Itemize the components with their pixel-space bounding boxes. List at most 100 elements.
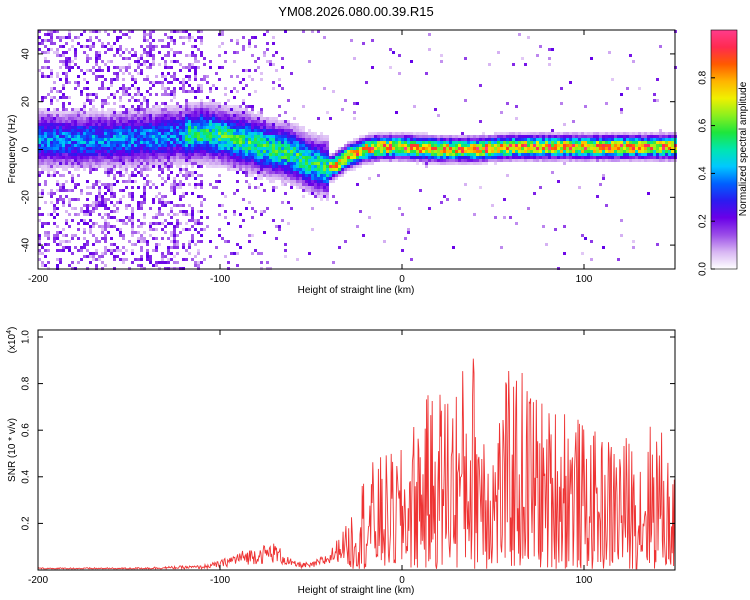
spectrogram-cell (62, 108, 65, 111)
spectrogram-cell (86, 69, 89, 72)
spectrogram-cell (329, 174, 332, 177)
spectrogram-cell (92, 42, 95, 45)
spectrogram-cell (611, 141, 614, 144)
spectrogram-cell (176, 153, 179, 156)
spectrogram-cell (317, 192, 320, 195)
spectrogram-cell (104, 132, 107, 135)
spectrogram-cell (56, 108, 59, 111)
spectrogram-cell (161, 183, 164, 186)
spectrogram-cell (119, 123, 122, 126)
spectrogram-cell (83, 165, 86, 168)
spectrogram-cell (251, 114, 254, 117)
spectrogram-cell (503, 150, 506, 153)
spectrogram-cell (392, 51, 395, 54)
spectrogram-cell (593, 132, 596, 135)
spectrogram-cell (101, 156, 104, 159)
spectrogram-cell (149, 225, 152, 228)
spectrogram-cell (101, 117, 104, 120)
spectrogram-cell (59, 96, 62, 99)
spectrogram-cell (170, 108, 173, 111)
spectrogram-cell (44, 243, 47, 246)
spectrogram-cell (233, 126, 236, 129)
spectrogram-cell (245, 111, 248, 114)
spectrogram-cell (236, 168, 239, 171)
spectrogram-cell (266, 177, 269, 180)
spectrogram-cell (47, 168, 50, 171)
spectrogram-cell (173, 189, 176, 192)
spectrogram-cell (263, 138, 266, 141)
spectrogram-cell (155, 105, 158, 108)
spectrogram-cell (119, 234, 122, 237)
spectrogram-cell (110, 168, 113, 171)
spectrogram-cell (596, 159, 599, 162)
spectrogram-cell (248, 153, 251, 156)
spectrogram-cell (71, 237, 74, 240)
spectrogram-cell (107, 213, 110, 216)
spectrogram-cell (314, 144, 317, 147)
spectrogram-cell (395, 141, 398, 144)
spectrogram-cell (671, 138, 674, 141)
spectrogram-cell (224, 105, 227, 108)
spectrogram-cell (155, 117, 158, 120)
spectrogram-cell (140, 135, 143, 138)
spectrogram-cell (164, 138, 167, 141)
spectrogram-cell (320, 192, 323, 195)
spectrogram-cell (167, 162, 170, 165)
spectrogram-cell (518, 135, 521, 138)
spectrogram-cell (428, 156, 431, 159)
spectrogram-cell (278, 174, 281, 177)
spectrogram-cell (107, 162, 110, 165)
spectrogram-cell (302, 129, 305, 132)
spectrogram-cell (149, 180, 152, 183)
spectrogram-cell (248, 138, 251, 141)
spectrogram-cell (614, 153, 617, 156)
spectrogram-cell (149, 42, 152, 45)
spectrogram-cell (371, 150, 374, 153)
spectrogram-cell (59, 150, 62, 153)
spectrogram-cell (200, 135, 203, 138)
spectrogram-cell (152, 198, 155, 201)
spectrogram-cell (41, 123, 44, 126)
spectrogram-cell (221, 42, 224, 45)
spectrogram-cell (338, 159, 341, 162)
spectrogram-cell (71, 39, 74, 42)
spectrogram-cell (254, 138, 257, 141)
spectrogram-cell (170, 138, 173, 141)
spectrogram-cell (134, 69, 137, 72)
spectrogram-cell (431, 138, 434, 141)
spectrogram-cell (170, 117, 173, 120)
spectrogram-cell (194, 105, 197, 108)
spectrogram-cell (206, 135, 209, 138)
spectrogram-cell (611, 138, 614, 141)
spectrogram-cell (266, 132, 269, 135)
spectrogram-cell (125, 48, 128, 51)
spectrogram-cell (122, 237, 125, 240)
spectrogram-cell (587, 132, 590, 135)
spectrogram-cell (248, 120, 251, 123)
spectrogram-cell (128, 159, 131, 162)
spectrogram-cell (131, 117, 134, 120)
spectrogram-cell (182, 129, 185, 132)
spectrogram-cell (287, 201, 290, 204)
spectrogram-cell (281, 156, 284, 159)
spectrogram-cell (140, 144, 143, 147)
spectrogram-cell (98, 186, 101, 189)
spectrogram-cell (95, 75, 98, 78)
spectrogram-cell (68, 189, 71, 192)
spectrogram-cell (596, 195, 599, 198)
spectrogram-cell (290, 72, 293, 75)
spectrogram-cell (629, 138, 632, 141)
spectrogram-cell (41, 135, 44, 138)
spectrogram-cell (236, 135, 239, 138)
spectrogram-cell (425, 156, 428, 159)
spectrogram-cell (197, 141, 200, 144)
spectrogram-cell (116, 147, 119, 150)
spectrogram-cell (503, 156, 506, 159)
spectrogram-cell (647, 144, 650, 147)
spectrogram-cell (191, 87, 194, 90)
spectrogram-cell (248, 144, 251, 147)
spectrogram-cell (203, 153, 206, 156)
spectrogram-cell (239, 144, 242, 147)
spectrogram-cell (287, 141, 290, 144)
spectrogram-cell (299, 171, 302, 174)
